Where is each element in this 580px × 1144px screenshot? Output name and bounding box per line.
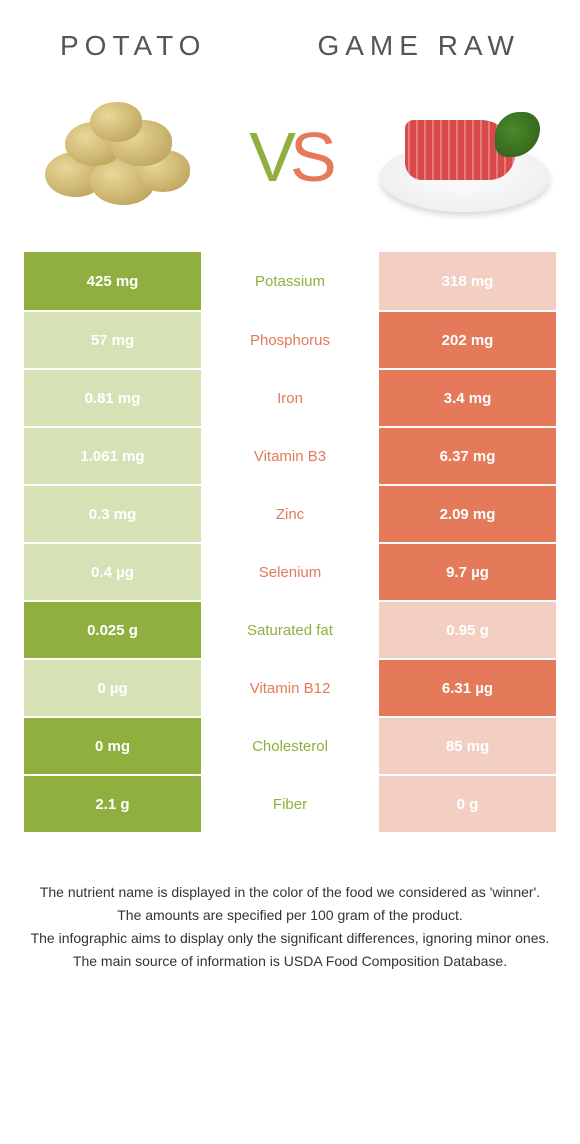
left-value: 0.4 µg bbox=[24, 544, 201, 600]
footer-notes: The nutrient name is displayed in the co… bbox=[0, 832, 580, 972]
nutrient-label: Fiber bbox=[201, 776, 379, 832]
right-value: 2.09 mg bbox=[379, 486, 556, 542]
potato-icon bbox=[35, 102, 195, 212]
left-value: 0 µg bbox=[24, 660, 201, 716]
table-row: 0 µgVitamin B126.31 µg bbox=[24, 658, 556, 716]
vs-s: S bbox=[290, 118, 331, 196]
table-row: 0.4 µgSelenium9.7 µg bbox=[24, 542, 556, 600]
footer-line-2: The amounts are specified per 100 gram o… bbox=[30, 905, 550, 926]
footer-line-4: The main source of information is USDA F… bbox=[30, 951, 550, 972]
nutrient-label: Vitamin B12 bbox=[201, 660, 379, 716]
table-row: 0.025 gSaturated fat0.95 g bbox=[24, 600, 556, 658]
table-row: 2.1 gFiber0 g bbox=[24, 774, 556, 832]
left-value: 1.061 mg bbox=[24, 428, 201, 484]
right-value: 6.31 µg bbox=[379, 660, 556, 716]
meat-icon bbox=[380, 102, 550, 212]
footer-line-1: The nutrient name is displayed in the co… bbox=[30, 882, 550, 903]
nutrient-label: Cholesterol bbox=[201, 718, 379, 774]
table-row: 0.3 mgZinc2.09 mg bbox=[24, 484, 556, 542]
table-row: 0.81 mgIron3.4 mg bbox=[24, 368, 556, 426]
right-food-title: Game raw bbox=[317, 30, 520, 62]
nutrient-label: Selenium bbox=[201, 544, 379, 600]
table-row: 0 mgCholesterol85 mg bbox=[24, 716, 556, 774]
nutrient-label: Zinc bbox=[201, 486, 379, 542]
right-value: 0.95 g bbox=[379, 602, 556, 658]
nutrient-table: 425 mgPotassium318 mg57 mgPhosphorus202 … bbox=[0, 252, 580, 832]
left-value: 0.81 mg bbox=[24, 370, 201, 426]
header: Potato Game raw bbox=[0, 0, 580, 82]
table-row: 57 mgPhosphorus202 mg bbox=[24, 310, 556, 368]
left-value: 425 mg bbox=[24, 252, 201, 310]
left-value: 0.3 mg bbox=[24, 486, 201, 542]
right-value: 85 mg bbox=[379, 718, 556, 774]
left-value: 0 mg bbox=[24, 718, 201, 774]
right-value: 6.37 mg bbox=[379, 428, 556, 484]
table-row: 1.061 mgVitamin B36.37 mg bbox=[24, 426, 556, 484]
nutrient-label: Phosphorus bbox=[201, 312, 379, 368]
nutrient-label: Vitamin B3 bbox=[201, 428, 379, 484]
right-value: 202 mg bbox=[379, 312, 556, 368]
left-food-title: Potato bbox=[60, 30, 206, 62]
vs-v: V bbox=[249, 118, 290, 196]
nutrient-label: Saturated fat bbox=[201, 602, 379, 658]
nutrient-label: Iron bbox=[201, 370, 379, 426]
vs-label: VS bbox=[249, 122, 330, 192]
right-value: 318 mg bbox=[379, 252, 556, 310]
right-value: 0 g bbox=[379, 776, 556, 832]
nutrient-label: Potassium bbox=[201, 252, 379, 310]
right-value: 9.7 µg bbox=[379, 544, 556, 600]
left-value: 2.1 g bbox=[24, 776, 201, 832]
left-value: 0.025 g bbox=[24, 602, 201, 658]
images-row: VS bbox=[0, 82, 580, 252]
left-value: 57 mg bbox=[24, 312, 201, 368]
potato-image bbox=[25, 92, 205, 222]
table-row: 425 mgPotassium318 mg bbox=[24, 252, 556, 310]
footer-line-3: The infographic aims to display only the… bbox=[30, 928, 550, 949]
meat-image bbox=[375, 92, 555, 222]
right-value: 3.4 mg bbox=[379, 370, 556, 426]
